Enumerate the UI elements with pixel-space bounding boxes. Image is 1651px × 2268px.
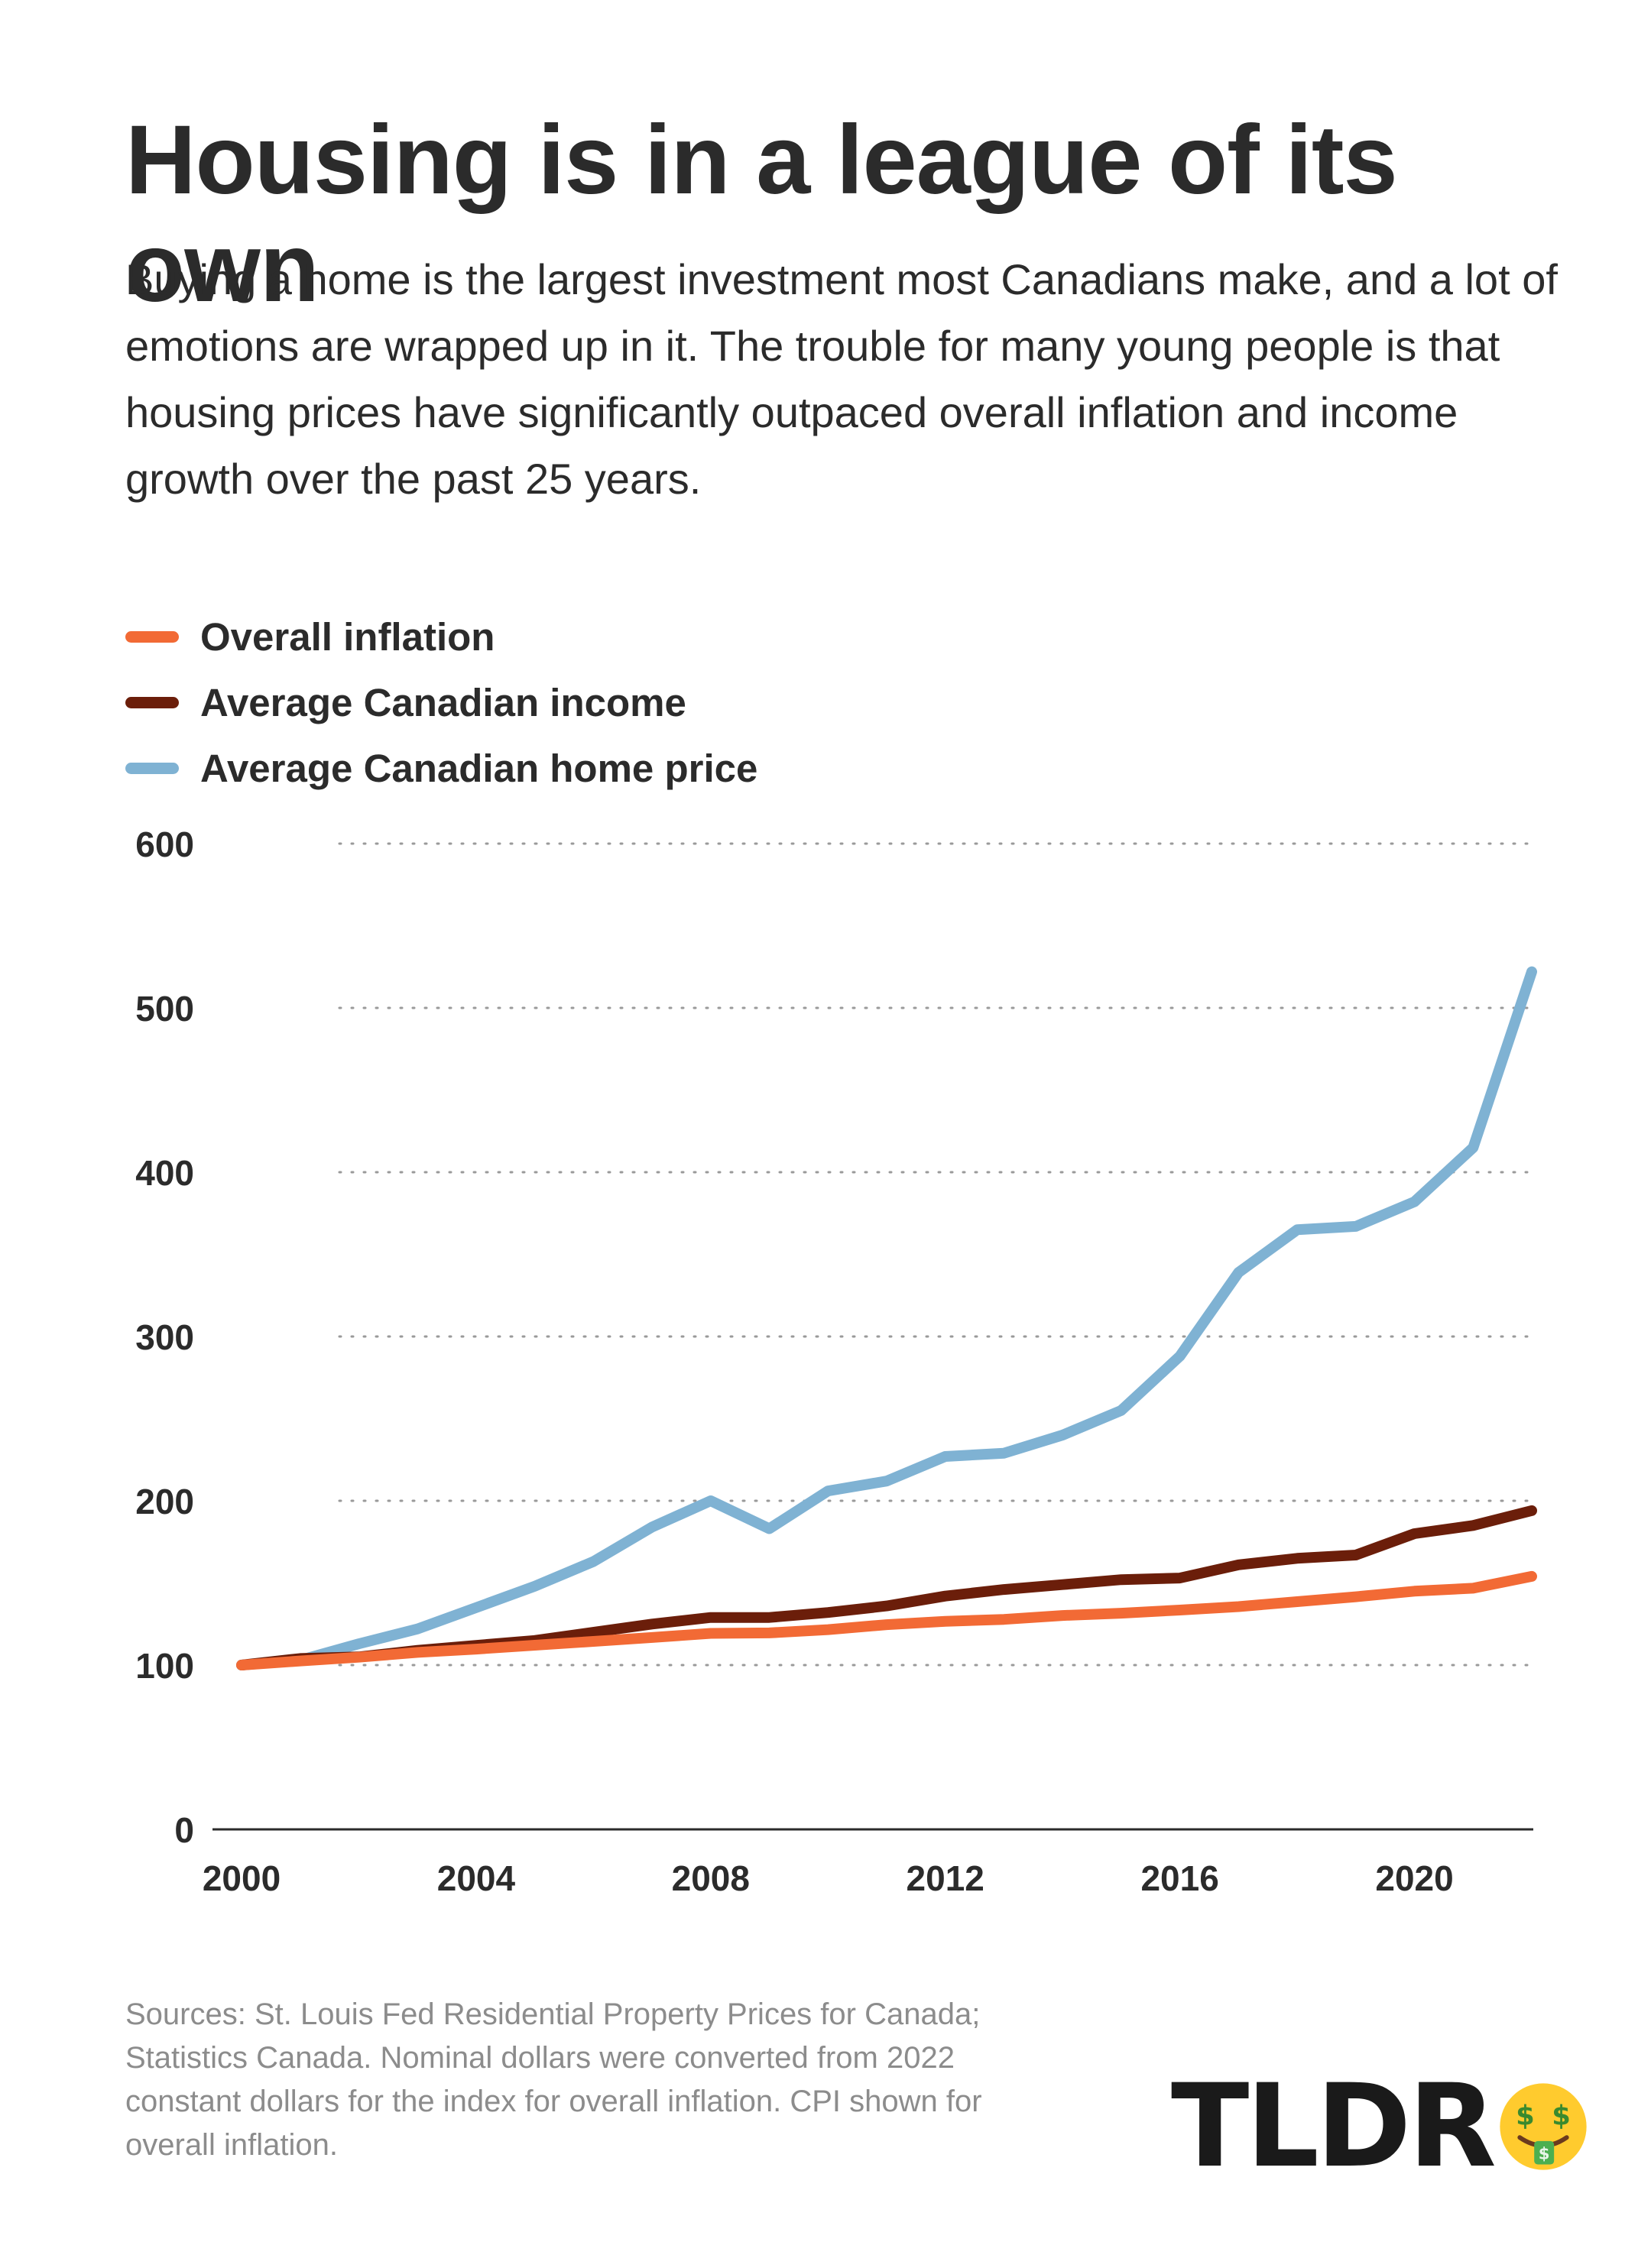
legend-label-income: Average Canadian income <box>200 680 686 724</box>
legend-item-home-price: Average Canadian home price <box>125 735 757 801</box>
svg-text:$: $ <box>1516 2101 1535 2132</box>
series-line-average-canadian-home-price <box>236 966 1537 1670</box>
x-tick-label: 2012 <box>907 1858 984 1898</box>
legend-swatch-home-price <box>125 762 179 774</box>
y-tick-label: 0 <box>174 1810 194 1850</box>
y-tick-label: 200 <box>135 1482 194 1521</box>
x-tick-label: 2020 <box>1375 1858 1453 1898</box>
tldr-logo: TLDR $ $ $ <box>1171 2069 1588 2184</box>
series-lines <box>236 966 1537 1670</box>
x-tick-label: 2004 <box>437 1858 516 1898</box>
y-tick-label: 600 <box>135 825 194 864</box>
money-mouth-face-icon: $ $ $ <box>1500 2083 1587 2170</box>
chart-legend: Overall inflation Average Canadian incom… <box>125 604 757 801</box>
y-tick-label: 400 <box>135 1153 194 1193</box>
legend-swatch-inflation <box>125 630 179 643</box>
y-tick-label: 500 <box>135 989 194 1029</box>
series-line-average-canadian-income <box>236 1505 1537 1670</box>
logo-text: TLDR <box>1171 2060 1497 2193</box>
x-tick-label: 2000 <box>203 1858 281 1898</box>
legend-swatch-income <box>125 696 179 708</box>
legend-label-inflation: Overall inflation <box>200 614 495 659</box>
x-tick-label: 2008 <box>672 1858 750 1898</box>
chart-subtitle: Buying a home is the largest investment … <box>125 255 1558 503</box>
x-tick-label: 2016 <box>1140 1858 1218 1898</box>
sources-note: Sources: St. Louis Fed Residential Prope… <box>125 1997 982 2162</box>
legend-item-inflation: Overall inflation <box>125 604 757 669</box>
svg-text:$: $ <box>1539 2144 1550 2163</box>
svg-text:$: $ <box>1552 2101 1571 2132</box>
y-tick-label: 300 <box>135 1317 194 1357</box>
x-axis-tick-labels: 2000 2004 2008 2012 2016 2020 <box>203 1858 1454 1898</box>
chart-title: Housing is in a league of its own <box>125 105 1398 322</box>
legend-item-income: Average Canadian income <box>125 669 757 735</box>
grid-lines <box>338 842 1533 1667</box>
y-tick-label: 100 <box>135 1646 194 1686</box>
legend-label-home-price: Average Canadian home price <box>200 746 758 790</box>
series-line-overall-inflation <box>236 1570 1537 1670</box>
y-axis-tick-labels: 0 100 200 300 400 500 600 <box>135 825 194 1850</box>
